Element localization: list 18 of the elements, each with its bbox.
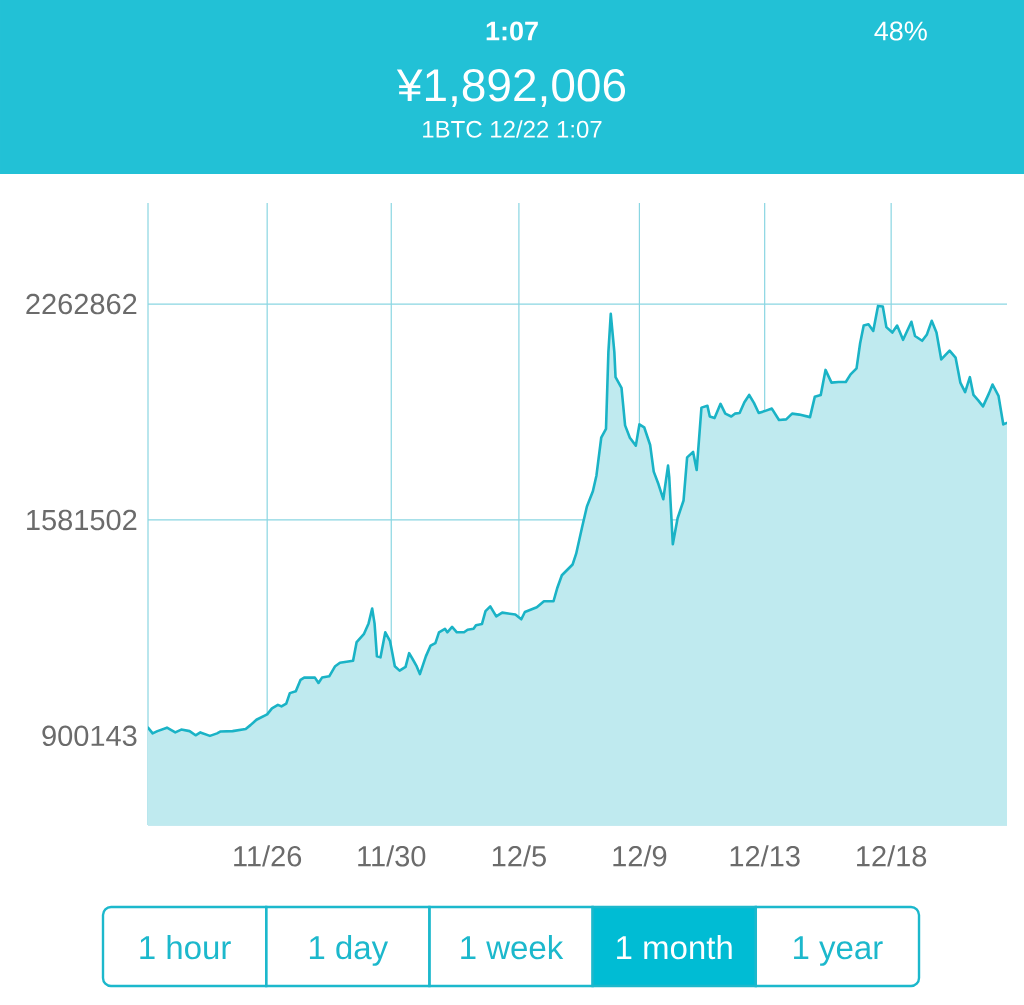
x-tick-label: 11/30 xyxy=(358,845,426,867)
x-tick-label: 12/9 xyxy=(613,845,667,867)
x-tick-label: 12/13 xyxy=(730,845,800,867)
text: 1 year xyxy=(794,936,883,966)
y-tick-label: 2262862 xyxy=(26,293,137,315)
chart-title: ¥1,892,006 xyxy=(396,68,626,107)
y-tick-label: 1581502 xyxy=(27,509,137,531)
y-tick-label: 900143 xyxy=(42,725,137,747)
x-tick-label: 12/18 xyxy=(857,845,927,867)
x-tick-label: 11/26 xyxy=(234,845,302,867)
text: 1 day xyxy=(309,935,389,966)
text: 48% xyxy=(874,21,927,41)
chart-subtitle: 1BTC 12/22 1:07 xyxy=(423,120,602,138)
text: 1:07 xyxy=(486,21,538,41)
x-tick-label: 12/5 xyxy=(492,845,546,867)
text: 1 month xyxy=(617,935,732,960)
text: 1 hour xyxy=(140,935,231,960)
text: 1 week xyxy=(461,935,564,960)
